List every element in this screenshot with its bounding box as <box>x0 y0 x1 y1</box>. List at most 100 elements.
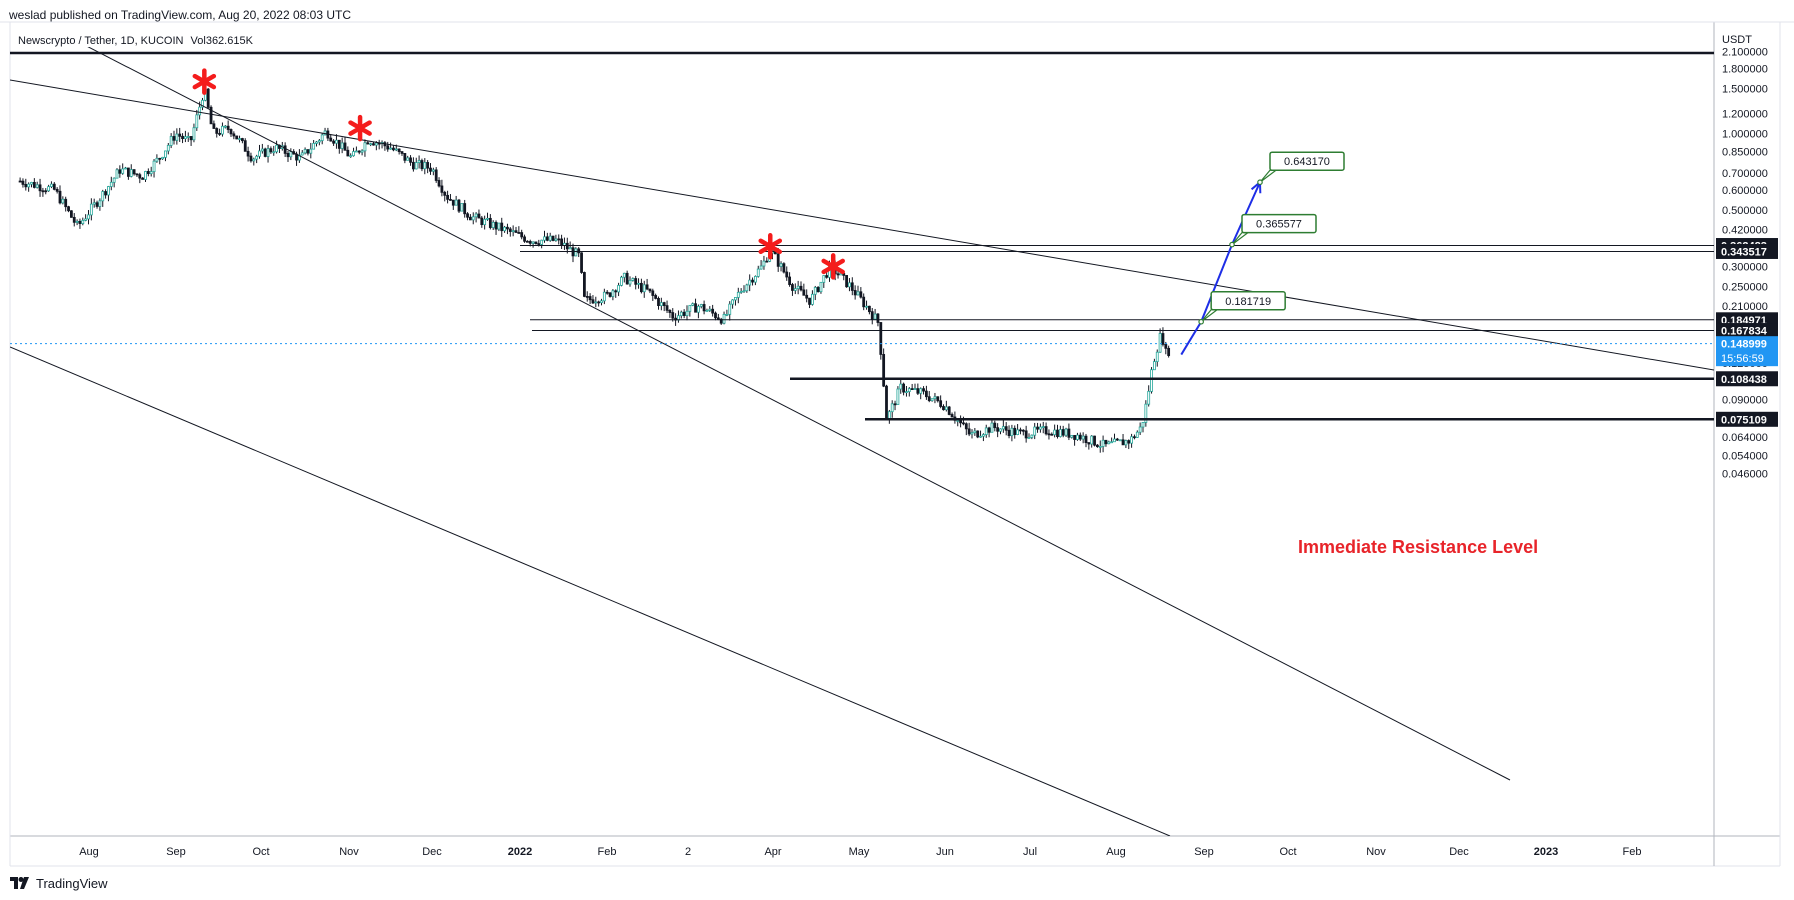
candle-body <box>1078 434 1082 440</box>
candle-body <box>440 185 444 193</box>
candle-body <box>870 311 874 320</box>
candle-body <box>1101 439 1105 447</box>
candle-body <box>286 152 290 158</box>
candle-body <box>1027 437 1031 439</box>
price-tag-label: 0.075109 <box>1721 414 1767 426</box>
candle-body <box>659 302 663 307</box>
candle-body <box>668 309 672 313</box>
time-tick-label: Dec <box>1449 846 1469 858</box>
candle-body <box>104 191 107 196</box>
candle-body <box>711 308 715 314</box>
candle-body <box>1081 435 1085 440</box>
candle-body <box>135 173 139 176</box>
candle-body <box>657 298 660 307</box>
candle-body <box>822 275 826 283</box>
candle-body <box>61 198 65 204</box>
candle-body <box>976 430 980 438</box>
candle-body <box>1036 426 1039 430</box>
candle-body <box>999 428 1002 432</box>
candle-body <box>354 150 358 153</box>
candle-body <box>1147 390 1151 405</box>
callout-box <box>1269 151 1345 171</box>
candle-body <box>486 217 489 220</box>
candle-body <box>702 304 706 312</box>
target-point <box>1198 318 1204 325</box>
candle-body <box>694 303 697 313</box>
candle-body <box>434 169 438 181</box>
candle-body <box>1084 435 1088 444</box>
candle-body <box>836 273 840 276</box>
candle-body <box>474 213 478 218</box>
candle-body <box>263 148 267 157</box>
candle-body <box>1121 439 1125 446</box>
candle-body <box>845 275 848 288</box>
candle-body <box>933 396 937 400</box>
candle-body <box>81 219 85 224</box>
candle-body <box>95 202 99 207</box>
candle-body <box>1164 343 1168 349</box>
price-tick-label: 1.000000 <box>1722 129 1768 141</box>
candle-body <box>429 167 432 172</box>
candle-body <box>927 396 931 402</box>
candle-body <box>1007 429 1011 437</box>
price-tag <box>1716 371 1778 387</box>
candle-body <box>1004 426 1008 431</box>
price-tick-label: 0.054000 <box>1722 451 1768 463</box>
candle-body <box>1158 333 1162 353</box>
price-tag-label: 0.108438 <box>1721 374 1767 386</box>
target-price-label: 0.643170 <box>1284 156 1330 168</box>
candle-body <box>403 153 407 161</box>
candle-body <box>152 160 156 173</box>
candle-body <box>600 300 603 304</box>
candle-body <box>126 167 130 177</box>
candle-body <box>332 140 335 144</box>
candle-body <box>796 285 800 289</box>
candle-body <box>372 143 375 146</box>
candle-body <box>446 194 449 200</box>
candle-body <box>819 281 823 293</box>
candle-body <box>477 213 481 219</box>
candle-body <box>138 174 142 179</box>
candle-body <box>924 390 928 398</box>
candle-body <box>1033 426 1037 436</box>
candle-body <box>1095 444 1099 448</box>
candle-body <box>72 216 76 223</box>
candle-body <box>158 157 162 160</box>
candle-body <box>543 236 546 241</box>
candle-body <box>802 289 806 296</box>
candle-body <box>315 141 318 144</box>
candle-body <box>1144 403 1148 423</box>
candle-body <box>183 136 187 140</box>
candle-body <box>218 132 221 135</box>
candle-body <box>1167 347 1171 356</box>
candle-body <box>349 155 353 158</box>
price-tag-label: 0.343517 <box>1721 246 1767 258</box>
candle-body <box>169 136 173 146</box>
candle-body <box>637 282 640 285</box>
price-tick-label: 0.250000 <box>1722 282 1768 294</box>
candle-body <box>805 294 809 299</box>
candle-body <box>722 314 726 324</box>
price-tag-countdown: 15:56:59 <box>1721 353 1764 365</box>
candle-body <box>1135 431 1139 438</box>
candle-body <box>1038 426 1042 430</box>
candle-body <box>605 291 609 294</box>
candle-body <box>574 248 578 257</box>
candle-body <box>437 180 441 187</box>
footer-brand[interactable]: TradingView <box>10 874 108 892</box>
candle-body <box>1118 439 1122 442</box>
candle-body <box>389 147 392 150</box>
candle-body <box>799 285 803 291</box>
candle-body <box>642 284 646 293</box>
time-tick-label: Nov <box>339 846 359 858</box>
asterisk-icon <box>821 253 845 280</box>
candle-body <box>859 291 863 298</box>
time-tick-label: Feb <box>598 846 617 858</box>
candle-body <box>665 305 669 311</box>
candle-body <box>514 230 518 233</box>
candle-body <box>705 310 709 312</box>
price-tick-label: 1.500000 <box>1722 84 1768 96</box>
candle-body <box>449 198 452 201</box>
